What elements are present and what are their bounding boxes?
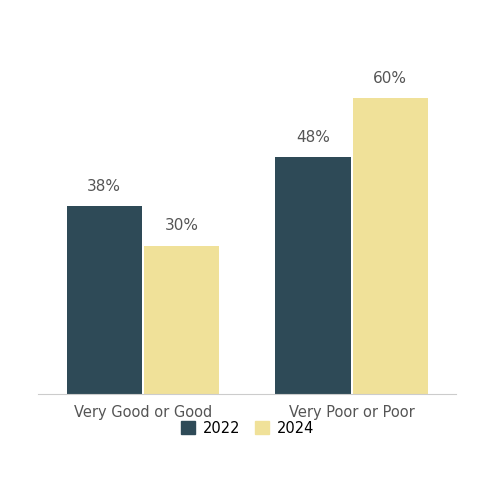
Text: 38%: 38% — [87, 179, 121, 194]
Bar — [67, 206, 142, 394]
Bar — [353, 98, 428, 394]
Legend: 2022, 2024: 2022, 2024 — [175, 415, 320, 442]
Bar — [276, 157, 350, 394]
Text: 48%: 48% — [296, 130, 330, 145]
Text: 30%: 30% — [165, 218, 198, 233]
Text: 60%: 60% — [373, 71, 407, 85]
Bar — [144, 246, 219, 394]
